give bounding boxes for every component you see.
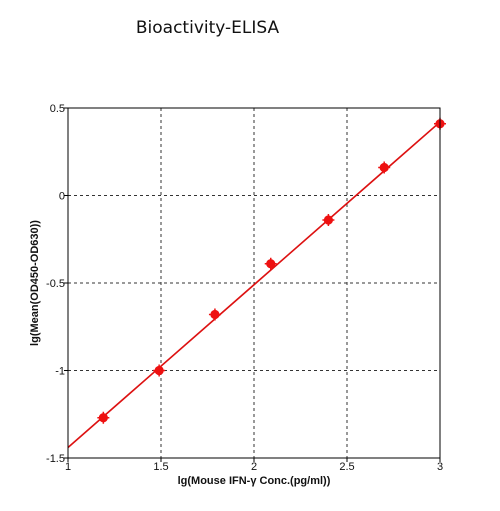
y-axis-label: lg(Mean(OD450-OD630)) — [29, 220, 41, 346]
fit-line — [67, 121, 441, 449]
data-point — [97, 411, 110, 424]
x-tick-label: 1 — [65, 461, 71, 473]
gridlines — [64, 107, 441, 462]
x-axis-label: lg(Mouse IFN-γ Conc.(pg/ml)) — [178, 475, 331, 487]
y-tick-label: 0.5 — [50, 103, 65, 115]
y-tick-label: -1 — [55, 366, 65, 378]
data-point — [322, 214, 335, 226]
x-tick-labels: 1 1.5 2 2.5 3 — [65, 461, 443, 473]
x-tick-label: 1.5 — [153, 461, 168, 473]
plot-frame — [67, 107, 441, 459]
data-point — [208, 308, 221, 321]
data-point — [153, 364, 166, 377]
y-tick-label: 0 — [59, 191, 65, 203]
y-tick-labels: 0.5 0 -0.5 -1 -1.5 — [46, 103, 65, 465]
x-tick-label: 3 — [437, 461, 443, 473]
page-title: Bioactivity-ELISA — [135, 18, 280, 38]
x-tick-label: 2 — [251, 461, 257, 473]
x-tick-label: 2.5 — [339, 461, 354, 473]
fit-line-layer — [67, 121, 441, 449]
y-tick-label: -0.5 — [46, 278, 65, 290]
data-point — [378, 161, 391, 174]
data-points — [97, 117, 446, 424]
y-tick-label: -1.5 — [46, 453, 65, 465]
data-point — [264, 257, 277, 270]
